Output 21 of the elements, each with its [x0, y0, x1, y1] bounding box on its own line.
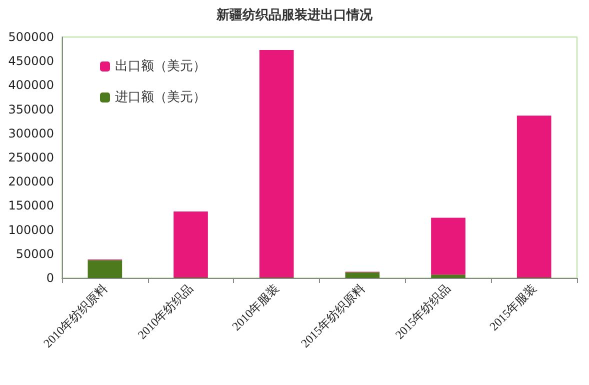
y-tick-label: 500000 — [8, 30, 54, 44]
legend-label: 进口额（美元） — [115, 89, 206, 105]
y-tick-label: 100000 — [8, 222, 54, 237]
y-tick-label: 50000 — [16, 246, 54, 261]
bar — [174, 211, 208, 278]
chart-title: 新疆纺织品服装进出口情况 — [216, 7, 374, 23]
legend-label: 出口额（美元） — [115, 58, 206, 74]
bar — [259, 50, 294, 278]
y-tick-label: 300000 — [8, 126, 54, 140]
y-tick-label: 250000 — [8, 150, 54, 164]
bar — [431, 274, 466, 278]
y-tick-label: 150000 — [8, 198, 54, 213]
bar — [345, 272, 380, 278]
y-tick-label: 0 — [46, 271, 54, 285]
y-tick-label: 400000 — [8, 78, 54, 92]
y-tick-label: 350000 — [8, 102, 54, 116]
bar — [516, 116, 552, 278]
bar — [88, 260, 122, 278]
y-tick-label: 200000 — [8, 174, 54, 189]
bar — [431, 218, 466, 275]
y-tick-label: 450000 — [8, 54, 54, 68]
